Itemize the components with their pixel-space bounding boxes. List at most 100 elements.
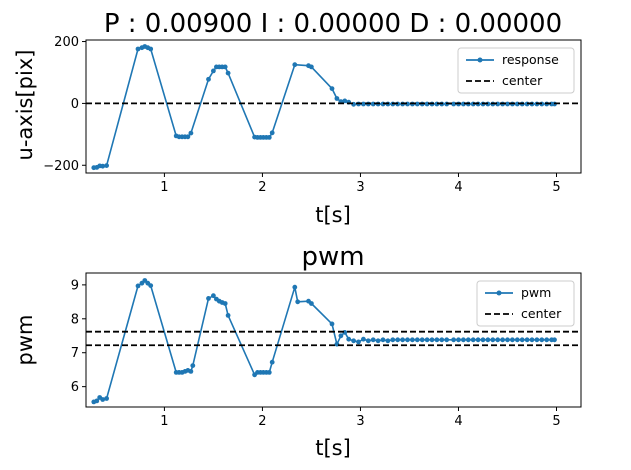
bottom-pwm-point — [500, 337, 505, 343]
response-subplot: P : 0.00900 I : 0.00000 D : 0.00000 t[s]… — [13, 9, 582, 227]
bottom-pwm-point — [456, 337, 461, 343]
bottom-pwm-point — [405, 337, 410, 343]
bottom-pwm-point — [439, 337, 445, 343]
bottom-pwm-point — [370, 337, 376, 343]
bottom-pwm-point — [485, 337, 491, 343]
bottom-pwm-point — [361, 336, 366, 342]
bottom-pwm-point — [365, 338, 371, 344]
bottom-pwm-point — [529, 337, 535, 343]
bottom-pwm-point — [292, 284, 298, 290]
bottom-pwm-point — [390, 337, 396, 343]
bottom-pwm-point — [269, 359, 275, 365]
bottom-pwm-point — [465, 337, 471, 343]
bottom-pwm-point — [356, 339, 361, 345]
legend-center-label: center — [502, 73, 543, 88]
bottom-pwm-point — [94, 398, 100, 404]
bottom-pwm-point — [429, 337, 435, 343]
top-response-point — [329, 86, 335, 91]
top-response-point — [185, 134, 191, 140]
bottom-pwm-point — [461, 337, 466, 343]
top-x-tick-label: 1 — [160, 180, 168, 195]
top-response-point — [334, 96, 340, 101]
bottom-pwm-point — [524, 337, 530, 343]
top-response-point — [188, 130, 194, 136]
legend-response-marker — [477, 57, 483, 63]
bottom-y-tick-label: 6 — [71, 380, 79, 395]
top-x-axis-label: t[s] — [315, 203, 351, 227]
bottom-pwm-point — [295, 299, 301, 305]
bottom-x-tick-label: 2 — [258, 414, 266, 429]
top-y-tick-label: 200 — [54, 35, 79, 50]
bottom-pwm-point — [400, 337, 405, 343]
bottom-y-tick-label: 7 — [71, 346, 79, 361]
bottom-pwm-point — [222, 301, 228, 306]
bottom-plot-area — [86, 278, 581, 405]
bottom-pwm-point — [419, 337, 425, 343]
bottom-pwm-point — [375, 338, 381, 344]
top-response-point — [206, 76, 211, 82]
bottom-pwm-point — [451, 337, 456, 343]
bottom-pwm-point — [444, 337, 450, 343]
bottom-pwm-point — [495, 337, 501, 343]
bottom-x-tick-label: 3 — [356, 414, 364, 429]
bottom-y-tick-label: 9 — [71, 278, 79, 293]
top-response-point — [148, 46, 154, 52]
bottom-pwm-point — [470, 337, 476, 343]
bottom-pwm-point — [544, 337, 550, 343]
top-response-point — [104, 163, 109, 169]
top-response-point — [211, 68, 216, 74]
pwm-subplot: pwm t[s] pwm 1 2 3 4 5 6 7 8 9 pwm center — [13, 242, 582, 460]
bottom-pwm-point — [410, 337, 415, 343]
top-response-point — [451, 101, 456, 107]
bottom-pwm-point — [414, 337, 420, 343]
bottom-chart-title: pwm — [301, 242, 364, 272]
top-legend: response center — [457, 47, 575, 94]
bottom-pwm-point — [346, 336, 352, 342]
top-response-point — [222, 64, 228, 70]
bottom-pwm-point — [519, 337, 525, 343]
top-y-tick-label: −200 — [43, 159, 79, 174]
bottom-axes-frame — [85, 272, 582, 408]
bottom-axis-ticks: 1 2 3 4 5 6 7 8 9 — [71, 278, 561, 429]
top-x-tick-label: 4 — [454, 180, 462, 195]
legend-response-label: response — [502, 52, 559, 67]
legend-center-label: center — [521, 306, 562, 321]
bottom-pwm-point — [395, 337, 401, 343]
bottom-pwm-point — [190, 363, 196, 368]
bottom-pwm-point — [225, 313, 231, 318]
bottom-pwm-point — [380, 337, 386, 343]
bottom-pwm-point — [385, 338, 391, 344]
top-response-point — [309, 64, 314, 70]
bottom-pwm-point — [338, 333, 344, 339]
top-x-tick-label: 3 — [356, 180, 364, 195]
bottom-pwm-point — [329, 321, 335, 327]
bottom-legend: pwm center — [476, 280, 575, 327]
bottom-pwm-point — [148, 283, 154, 288]
top-response-point — [292, 62, 298, 68]
bottom-pwm-point — [206, 296, 211, 301]
top-plot-area — [86, 44, 581, 171]
bottom-pwm-point — [424, 337, 430, 343]
top-y-axis-label: u-axis[pix] — [13, 50, 37, 161]
bottom-pwm-point — [100, 397, 106, 402]
top-axis-ticks: 1 2 3 4 5 −200 0 200 — [43, 35, 560, 195]
bottom-y-tick-label: 8 — [71, 312, 79, 327]
bottom-pwm-point — [505, 337, 510, 343]
bottom-pwm-point — [510, 337, 515, 343]
bottom-pwm-point — [104, 396, 109, 401]
bottom-pwm-point — [309, 301, 314, 306]
bottom-pwm-point — [539, 337, 545, 343]
top-response-point — [361, 101, 366, 107]
bottom-pwm-point — [552, 337, 557, 343]
bottom-x-tick-label: 4 — [454, 414, 462, 429]
top-response-point — [414, 101, 420, 107]
legend-pwm-marker — [496, 290, 502, 296]
top-response-point — [100, 163, 106, 169]
bottom-pwm-point — [490, 337, 496, 343]
bottom-pwm-point — [188, 369, 194, 374]
top-response-point — [342, 98, 348, 104]
bottom-pwm-point — [480, 337, 486, 343]
bottom-pwm-point — [475, 337, 481, 343]
top-x-tick-label: 2 — [258, 180, 266, 195]
